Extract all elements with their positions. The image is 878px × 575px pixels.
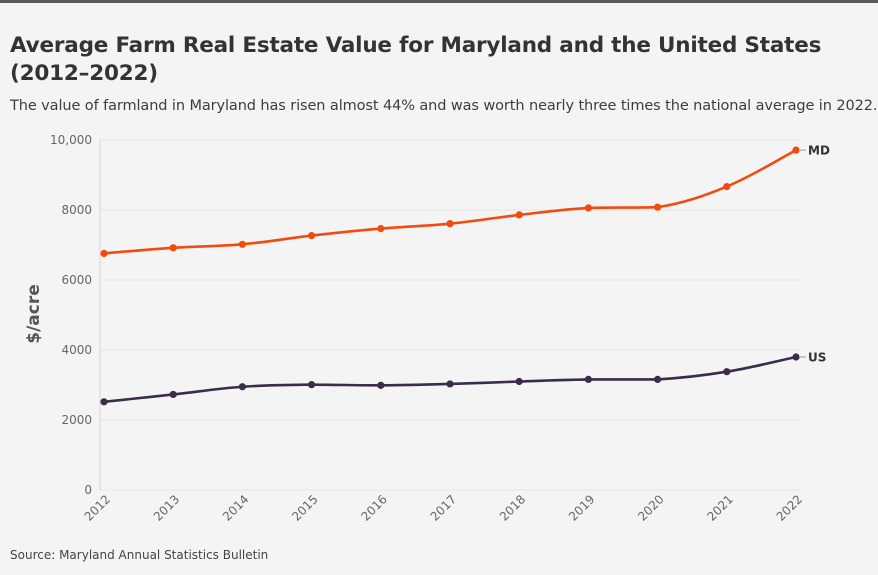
y-tick-label: 6000 <box>61 273 92 287</box>
data-point-us <box>723 368 731 376</box>
series-line-md <box>102 148 798 255</box>
gridlines <box>100 139 800 491</box>
data-point-us <box>308 381 316 389</box>
data-point-us <box>446 380 454 388</box>
series-lines: MD US <box>100 144 830 406</box>
x-axis: 2012 2013 2014 2015 2016 2017 2018 2019 2020 2021… <box>82 492 805 523</box>
series-label-md: MD <box>808 144 830 158</box>
y-tick-label: 8000 <box>61 203 92 217</box>
chart-subtitle: The value of farmland in Maryland has ri… <box>10 98 878 114</box>
y-tick-label: 4000 <box>61 343 92 357</box>
data-point-us <box>238 383 246 391</box>
x-tick-label: 2019 <box>566 492 597 523</box>
x-tick-label: 2014 <box>220 492 251 523</box>
x-tick-label: 2018 <box>497 492 528 523</box>
y-axis-label: $/acre <box>24 284 44 344</box>
data-point-md <box>515 211 523 219</box>
x-tick-label: 2013 <box>151 492 182 523</box>
data-point-md <box>308 231 316 240</box>
x-tick-label: 2022 <box>774 492 805 523</box>
data-point-us <box>100 398 108 406</box>
data-point-md <box>377 224 385 233</box>
y-tick-label: 0 <box>84 483 92 497</box>
data-point-md <box>446 220 454 228</box>
y-tick-label: 10,000 <box>50 133 92 147</box>
data-point-md <box>584 204 593 212</box>
data-point-md <box>654 203 662 211</box>
x-tick-label: 2020 <box>635 492 666 523</box>
data-point-md <box>792 146 800 154</box>
data-point-us <box>377 381 385 389</box>
series-line-us <box>102 355 798 404</box>
data-point-md <box>169 244 177 252</box>
data-point-md <box>723 182 731 191</box>
data-point-us <box>169 390 177 399</box>
x-tick-label: 2017 <box>428 492 459 523</box>
data-point-us <box>654 375 662 383</box>
data-point-md <box>100 249 108 257</box>
x-tick-label: 2016 <box>358 492 389 523</box>
x-tick-label: 2015 <box>289 492 320 523</box>
data-point-us <box>584 375 593 383</box>
y-tick-label: 2000 <box>61 413 92 427</box>
data-point-md <box>238 240 246 248</box>
series-label-us: US <box>808 351 826 365</box>
x-tick-label: 2021 <box>704 492 735 523</box>
data-point-us <box>515 377 523 386</box>
chart-title: Average Farm Real Estate Value for Maryl… <box>10 33 822 86</box>
y-axis: 0 2000 4000 6000 8000 10,000 <box>50 133 101 497</box>
top-rule <box>0 0 878 3</box>
data-point-us <box>792 353 800 361</box>
source-note: Source: Maryland Annual Statistics Bulle… <box>10 548 269 562</box>
